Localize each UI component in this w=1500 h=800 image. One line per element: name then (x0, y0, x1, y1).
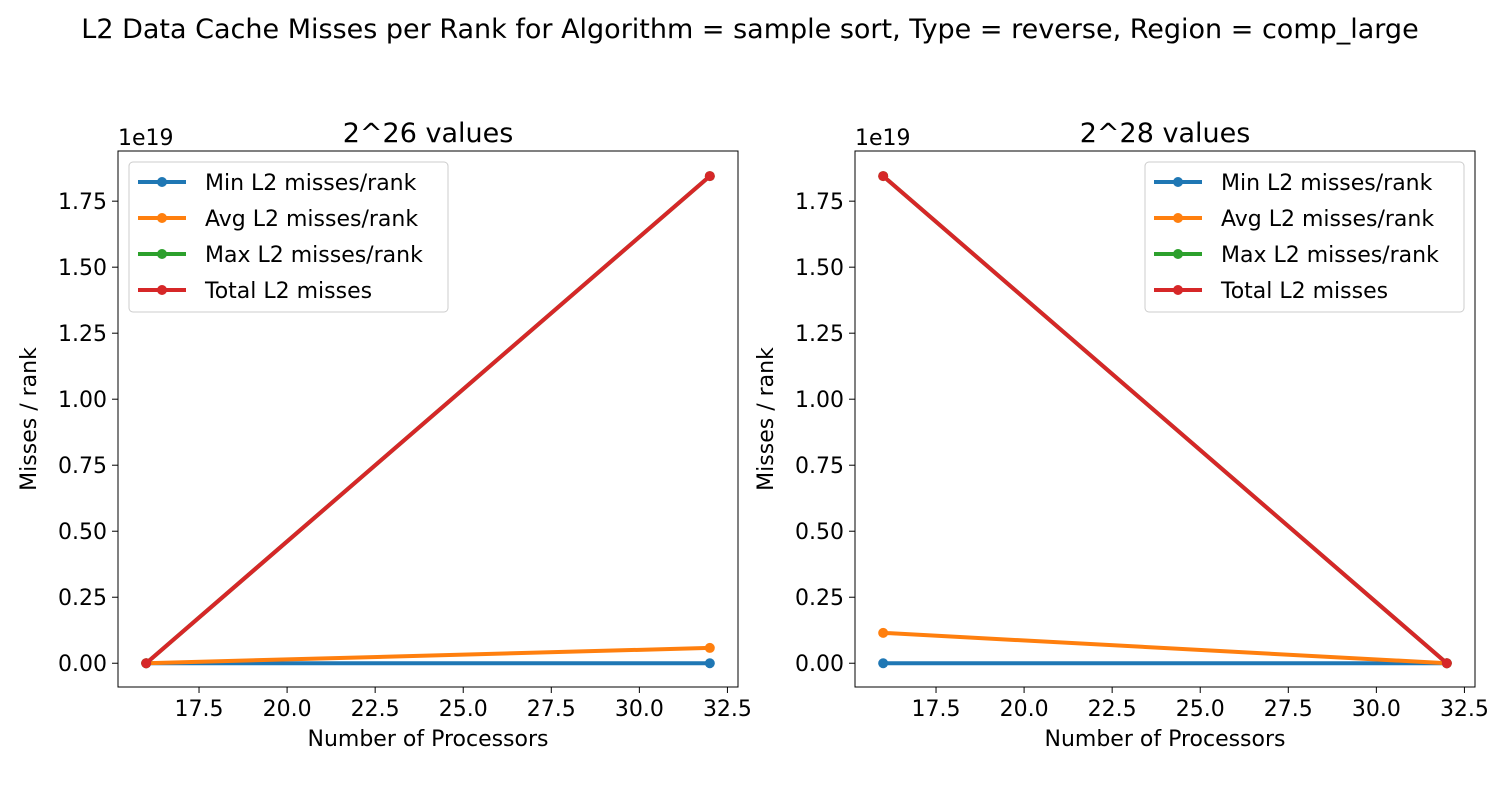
y-tick-label: 1.50 (58, 256, 107, 281)
y-axis-label: Misses / rank (17, 347, 42, 491)
subplot-2: 17.5 20.0 22.5 25.0 27.5 30.0 32.5 0.00 0.25 0.50… (754, 118, 1489, 752)
x-tick-label: 20.0 (263, 697, 312, 722)
legend-item: Max L2 misses/rank (1154, 243, 1439, 268)
legend: Min L2 misses/rank Avg L2 misses/rank Max … (128, 161, 449, 313)
y-tick-label: 1.75 (795, 190, 844, 215)
data-point (878, 171, 889, 182)
y-tick-label: 1.25 (58, 322, 107, 347)
y-tick-label: 1.50 (795, 256, 844, 281)
y-tick-label: 0.25 (795, 586, 844, 611)
axes-frame (117, 150, 739, 688)
legend-frame (1144, 161, 1465, 313)
y-offset-label: 1e19 (855, 126, 911, 151)
x-tick-label: 25.0 (439, 697, 488, 722)
legend-swatch-marker (157, 177, 167, 187)
x-tick-label: 20.0 (1000, 697, 1049, 722)
x-tick-label: 27.5 (1264, 697, 1313, 722)
legend-item: Total L2 misses (138, 279, 372, 304)
y-tick-label: 1.00 (795, 388, 844, 413)
legend-item: Max L2 misses/rank (138, 243, 423, 268)
legend-label: Avg L2 misses/rank (205, 207, 418, 232)
legend-item: Avg L2 misses/rank (1154, 207, 1434, 232)
legend-label: Total L2 misses (1220, 279, 1388, 304)
axes-frame (854, 150, 1476, 688)
y-tick-label: 1.25 (795, 322, 844, 347)
legend-label: Max L2 misses/rank (1221, 243, 1439, 268)
series-line (883, 630, 1447, 666)
data-point (141, 658, 152, 669)
legend-item: Total L2 misses (1154, 279, 1388, 304)
legend-swatch-marker (157, 213, 167, 223)
series-line (146, 645, 710, 666)
legend-swatch-marker (1173, 177, 1183, 187)
legend: Min L2 misses/rank Avg L2 misses/rank Max … (1144, 161, 1465, 313)
y-tick-label: 0.25 (58, 586, 107, 611)
x-tick-label: 27.5 (527, 697, 576, 722)
legend-label: Max L2 misses/rank (205, 243, 423, 268)
x-tick-label: 32.5 (703, 697, 752, 722)
legend-swatch-marker (157, 249, 167, 259)
legend-swatch-marker (1173, 213, 1183, 223)
legend-item: Min L2 misses/rank (1154, 171, 1433, 196)
legend-item: Min L2 misses/rank (138, 171, 417, 196)
data-point (704, 171, 715, 182)
y-tick-label: 0.75 (795, 454, 844, 479)
legend-label: Total L2 misses (204, 279, 372, 304)
subplot-1: 17.5 20.0 22.5 25.0 27.5 30.0 32.5 0.00 0.25 0.50… (17, 118, 752, 752)
y-tick-label: 0.50 (795, 520, 844, 545)
y-axis-label: Misses / rank (754, 347, 779, 491)
x-tick-label: 30.0 (1352, 697, 1401, 722)
x-tick-label: 30.0 (615, 697, 664, 722)
x-tick-label: 17.5 (175, 697, 224, 722)
subplot-title: 2^28 values (1080, 118, 1251, 149)
y-tick-label: 0.00 (58, 652, 107, 677)
series-line (144, 174, 712, 665)
legend-swatch-marker (157, 285, 167, 295)
data-point (878, 658, 889, 669)
legend-label: Min L2 misses/rank (205, 171, 417, 196)
legend-swatch-marker (1173, 249, 1183, 259)
legend-item: Avg L2 misses/rank (138, 207, 418, 232)
y-tick-label: 1.00 (58, 388, 107, 413)
series-line (881, 174, 1449, 665)
data-point (1441, 658, 1452, 669)
legend-label: Min L2 misses/rank (1221, 171, 1433, 196)
series-total-l2-misses (141, 171, 715, 669)
y-offset-label: 1e19 (118, 126, 174, 151)
legend-label: Avg L2 misses/rank (1221, 207, 1434, 232)
data-point (704, 642, 715, 653)
figure-suptitle: L2 Data Cache Misses per Rank for Algori… (81, 14, 1418, 45)
x-axis-label: Number of Processors (308, 727, 549, 752)
legend-frame (128, 161, 449, 313)
x-tick-label: 17.5 (912, 697, 961, 722)
series-total-l2-misses (878, 171, 1452, 669)
subplot-title: 2^26 values (343, 118, 514, 149)
x-tick-label: 22.5 (351, 697, 400, 722)
legend-swatch-marker (1173, 285, 1183, 295)
data-point (878, 627, 889, 638)
y-tick-label: 1.75 (58, 190, 107, 215)
x-axis-label: Number of Processors (1045, 727, 1286, 752)
x-tick-label: 22.5 (1088, 697, 1137, 722)
y-tick-label: 0.75 (58, 454, 107, 479)
subplots-container: 17.5 20.0 22.5 25.0 27.5 30.0 32.5 0.00 0.25 0.50… (17, 118, 1489, 752)
y-tick-label: 0.00 (795, 652, 844, 677)
data-point (704, 658, 715, 669)
x-tick-label: 25.0 (1176, 697, 1225, 722)
x-tick-label: 32.5 (1440, 697, 1489, 722)
y-tick-label: 0.50 (58, 520, 107, 545)
